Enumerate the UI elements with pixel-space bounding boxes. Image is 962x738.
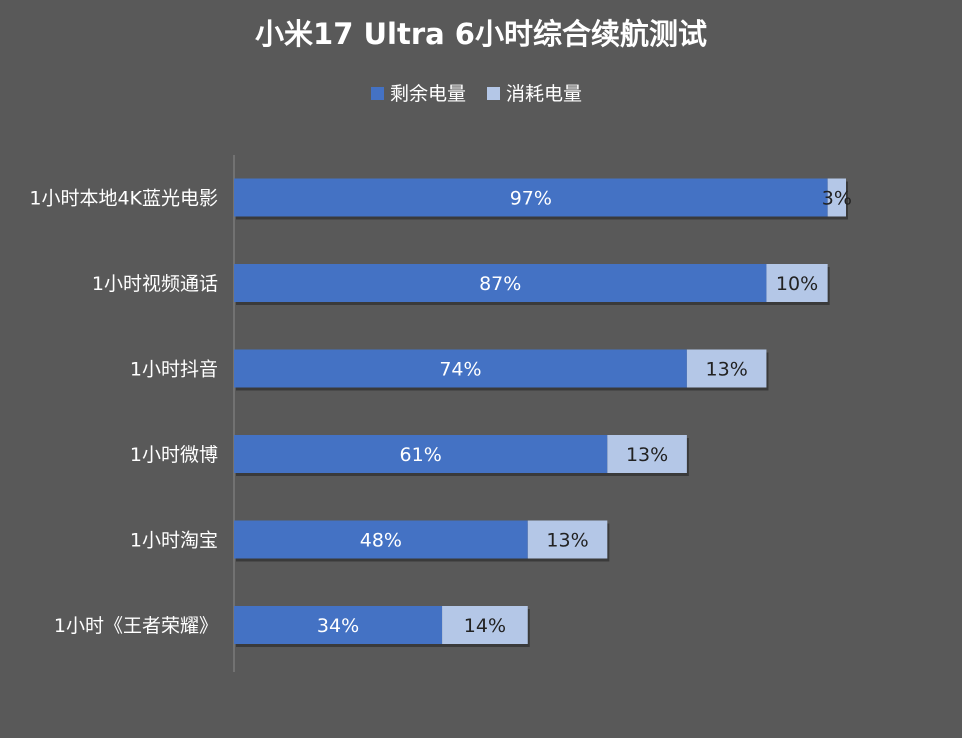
value-label-remaining-1: 87%: [479, 273, 521, 295]
category-label: 1小时抖音: [130, 359, 218, 381]
category-label: 1小时视频通话: [92, 273, 218, 295]
value-label-remaining-5: 34%: [317, 615, 359, 637]
bar-remaining-5: [234, 606, 443, 644]
legend: 剩余电量 消耗电量: [371, 83, 582, 105]
bars-layer: [234, 178, 848, 647]
bar-remaining-1: [234, 264, 767, 302]
value-labels: 97% 3% 87% 10% 74% 13% 61% 13% 48% 13% 34% 14%: [317, 188, 852, 638]
category-label: 1小时本地4K蓝光电影: [29, 188, 218, 210]
value-label-remaining-0: 97%: [510, 188, 552, 210]
legend-swatch-0: [371, 87, 384, 100]
bar-consumed-1: [766, 264, 828, 302]
legend-label-0: 剩余电量: [390, 83, 466, 105]
category-labels: 1小时本地4K蓝光电影 1小时视频通话 1小时抖音 1小时微博 1小时淘宝 1小时《王者荣…: [29, 188, 218, 638]
chart-title: 小米17 Ultra 6小时综合续航测试: [255, 17, 707, 51]
value-label-remaining-2: 74%: [439, 359, 481, 381]
value-label-consumed-0: 3%: [822, 188, 852, 210]
value-label-consumed-2: 13%: [706, 359, 748, 381]
bar-remaining-4: [234, 520, 528, 559]
bar-remaining-2: [234, 349, 687, 388]
value-label-consumed-4: 13%: [546, 530, 588, 552]
bar-consumed-5: [442, 606, 528, 644]
legend-swatch-1: [487, 87, 500, 100]
bar-consumed-0: [827, 178, 846, 217]
bar-remaining-3: [234, 435, 608, 473]
value-label-remaining-4: 48%: [360, 530, 402, 552]
value-label-remaining-3: 61%: [400, 444, 442, 466]
legend-label-1: 消耗电量: [506, 83, 582, 105]
bar-consumed-2: [686, 349, 767, 388]
bar-consumed-4: [527, 520, 608, 559]
category-label: 1小时《王者荣耀》: [54, 615, 218, 637]
value-label-consumed-1: 10%: [776, 273, 818, 295]
value-label-consumed-3: 13%: [626, 444, 668, 466]
category-label: 1小时淘宝: [130, 530, 218, 552]
bar-remaining-0: [234, 178, 828, 217]
value-label-consumed-5: 14%: [464, 615, 506, 637]
bar-consumed-3: [607, 435, 687, 473]
category-label: 1小时微博: [130, 444, 218, 466]
